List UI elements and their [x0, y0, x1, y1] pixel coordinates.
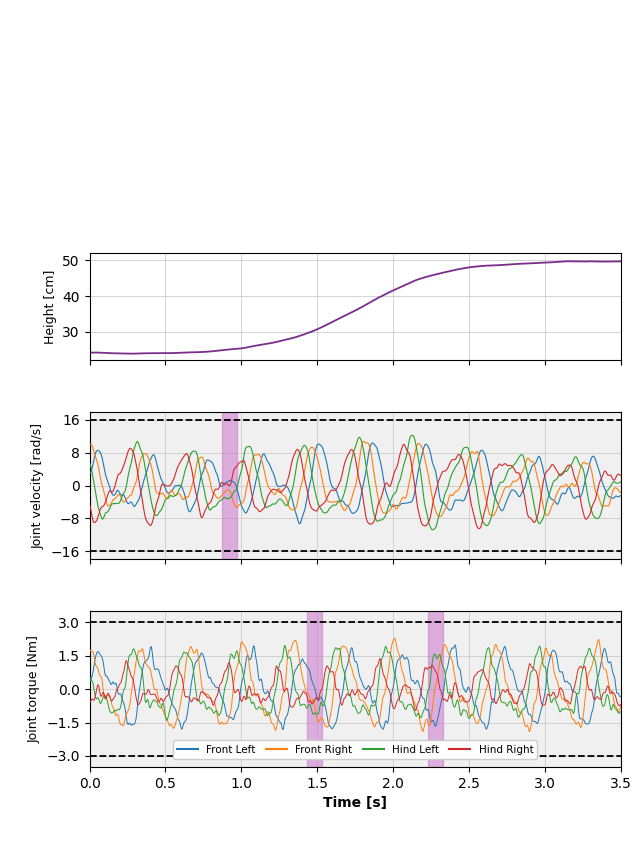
Legend: Front Left, Front Right, Hind Left, Hind Right: Front Left, Front Right, Hind Left, Hind… — [173, 740, 538, 759]
Y-axis label: Joint velocity [rad/s]: Joint velocity [rad/s] — [32, 422, 45, 549]
Bar — [221, 411, 237, 560]
Bar — [307, 611, 322, 767]
X-axis label: Time [s]: Time [s] — [323, 797, 387, 810]
Bar — [428, 611, 444, 767]
Y-axis label: Joint torque [Nm]: Joint torque [Nm] — [28, 636, 41, 743]
Y-axis label: Height [cm]: Height [cm] — [44, 270, 57, 344]
